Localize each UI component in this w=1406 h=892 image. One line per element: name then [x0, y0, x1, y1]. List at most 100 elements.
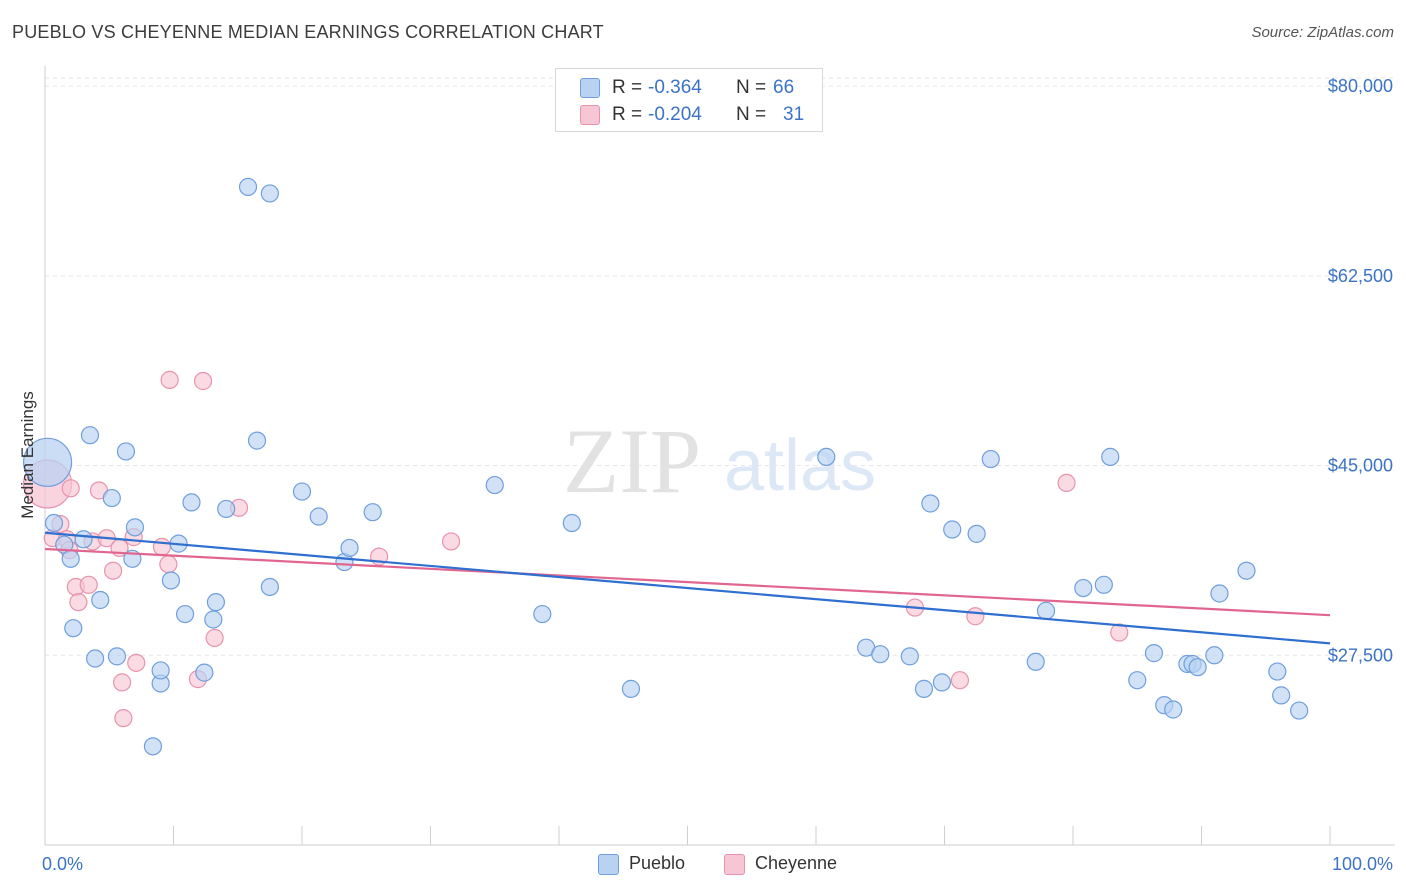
pueblo-point [107, 647, 127, 666]
cheyenne-legend-swatch [724, 854, 745, 875]
pueblo-point [102, 488, 121, 508]
pueblo-point [621, 679, 641, 698]
cheyenne-point [441, 532, 461, 551]
pueblo-point [64, 619, 83, 638]
pueblo-point [871, 645, 890, 664]
pueblo-point [217, 499, 236, 519]
x-tick-label: 0.0% [42, 854, 83, 874]
pueblo-point [932, 673, 952, 692]
pueblo-point [967, 524, 986, 543]
pueblo-point [116, 442, 136, 461]
pueblo-point [206, 593, 226, 612]
pueblo-point [238, 177, 258, 197]
stats-legend: R = -0.364 N = 66 R = -0.204 N = 31 [555, 68, 823, 132]
x-tick-label: 100.0% [1332, 854, 1393, 874]
cheyenne-point [159, 555, 178, 574]
pueblo-point [1128, 671, 1147, 690]
pueblo-point [533, 604, 552, 624]
y-axis-label: Median Earnings [18, 391, 37, 519]
trend-lines [44, 531, 1331, 645]
pueblo-point [175, 604, 195, 624]
n-value: 66 [773, 77, 795, 98]
x-ticks [173, 826, 1331, 845]
y-tick-label: $27,500 [1328, 645, 1393, 665]
cheyenne-point [127, 653, 146, 672]
pueblo-point [1188, 658, 1207, 677]
pueblo-swatch [580, 78, 600, 98]
pueblo-legend-swatch [598, 854, 619, 875]
chart-title: PUEBLO VS CHEYENNE MEDIAN EARNINGS CORRE… [12, 22, 604, 42]
r-value: -0.364 [648, 77, 702, 98]
pueblo-point [1272, 686, 1291, 705]
legend-item-pueblo[interactable]: Pueblo [598, 852, 708, 876]
pueblo-point [309, 507, 328, 526]
pueblo-point [22, 437, 73, 487]
r-label: R = [612, 77, 643, 98]
r-label: R = [612, 104, 643, 125]
cheyenne-point [79, 575, 98, 594]
pueblo-point [91, 590, 110, 610]
pueblo-point [151, 661, 170, 680]
pueblo-point [1210, 584, 1229, 603]
cheyenne-point [104, 561, 123, 580]
pueblo-point [914, 679, 934, 698]
legend-item-cheyenne[interactable]: Cheyenne [724, 852, 854, 876]
legend-row-pueblo: R = -0.364 N = 66 [556, 75, 822, 103]
pueblo-points [22, 177, 1309, 756]
pueblo-point [143, 737, 163, 756]
pueblo-point [1074, 578, 1093, 598]
legend-row-cheyenne: R = -0.204 N = 31 [556, 102, 822, 130]
r-value: -0.204 [648, 104, 702, 125]
cheyenne-point [69, 593, 88, 612]
cheyenne-point [193, 371, 213, 391]
pueblo-legend-label: Pueblo [629, 853, 686, 873]
pueblo-point [125, 518, 145, 537]
cheyenne-point [152, 537, 172, 556]
watermark: ZIP atlas [563, 410, 876, 512]
pueblo-point [1205, 646, 1224, 665]
source-credit: Source: ZipAtlas.com [1251, 24, 1394, 41]
pueblo-point [247, 431, 267, 450]
watermark-zip: ZIP [563, 410, 701, 512]
pueblo-point [195, 663, 214, 682]
pueblo-point [44, 513, 64, 533]
axes [44, 66, 1395, 846]
cheyenne-point [61, 479, 80, 498]
n-label: N = [736, 77, 767, 98]
cheyenne-point [950, 671, 970, 690]
pueblo-point [86, 649, 105, 668]
y-tick-labels: $80,000 $62,500 $45,000 $27,500 [1328, 76, 1393, 665]
pueblo-point [260, 184, 279, 203]
pueblo-point [1237, 561, 1256, 580]
cheyenne-point [160, 370, 179, 390]
pueblo-point [943, 520, 962, 539]
cheyenne-point [1057, 473, 1076, 492]
pueblo-point [981, 449, 1000, 469]
cheyenne-trend-line [44, 547, 1331, 617]
pueblo-point [1101, 447, 1120, 466]
n-label: N = [736, 104, 767, 125]
y-tick-label: $62,500 [1328, 266, 1393, 286]
pueblo-point [161, 571, 181, 590]
pueblo-point [182, 493, 201, 512]
x-tick-labels: 0.0% 100.0% [42, 854, 1393, 874]
y-tick-label: $80,000 [1328, 76, 1393, 96]
cheyenne-point [114, 709, 133, 728]
pueblo-point [292, 482, 312, 501]
pueblo-point [562, 513, 581, 533]
pueblo-point [80, 426, 100, 445]
pueblo-point [817, 447, 836, 466]
pueblo-point [61, 549, 80, 568]
pueblo-point [340, 538, 359, 558]
pueblo-point [74, 530, 93, 549]
pueblo-point [1036, 601, 1056, 620]
n-value: 31 [783, 104, 805, 125]
cheyenne-swatch [580, 105, 600, 125]
cheyenne-point [1110, 623, 1129, 642]
pueblo-point [921, 494, 940, 513]
pueblo-point [363, 503, 382, 522]
pueblo-point [900, 647, 919, 666]
cheyenne-point [205, 628, 224, 648]
pueblo-point [1290, 701, 1309, 720]
